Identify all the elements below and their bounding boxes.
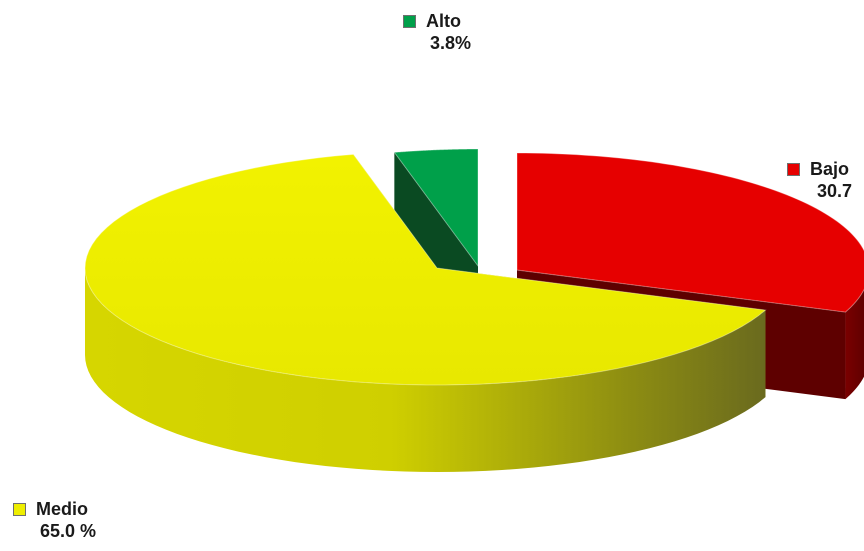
label-medio-name: Medio: [36, 499, 88, 519]
slice-side-bajo: [845, 289, 864, 400]
label-medio-value: 65.0 %: [40, 521, 97, 541]
label-bajo-value: 30.7: [817, 181, 853, 201]
swatch-medio: [13, 502, 26, 516]
label-medio: Medio 65.0 %: [13, 498, 96, 542]
slice-medio: [84, 153, 767, 386]
slice-alto: [393, 148, 479, 268]
label-bajo-name: Bajo: [810, 159, 850, 179]
slice-bajo: [516, 152, 864, 313]
label-bajo: Bajo 30.7: [787, 158, 852, 202]
label-alto-value: 3.8%: [430, 33, 472, 53]
swatch-bajo: [787, 162, 800, 176]
slice-side-medio: [85, 268, 766, 472]
label-alto-name: Alto: [426, 11, 461, 31]
swatch-alto: [403, 14, 416, 28]
label-alto: Alto 3.8%: [403, 10, 471, 54]
